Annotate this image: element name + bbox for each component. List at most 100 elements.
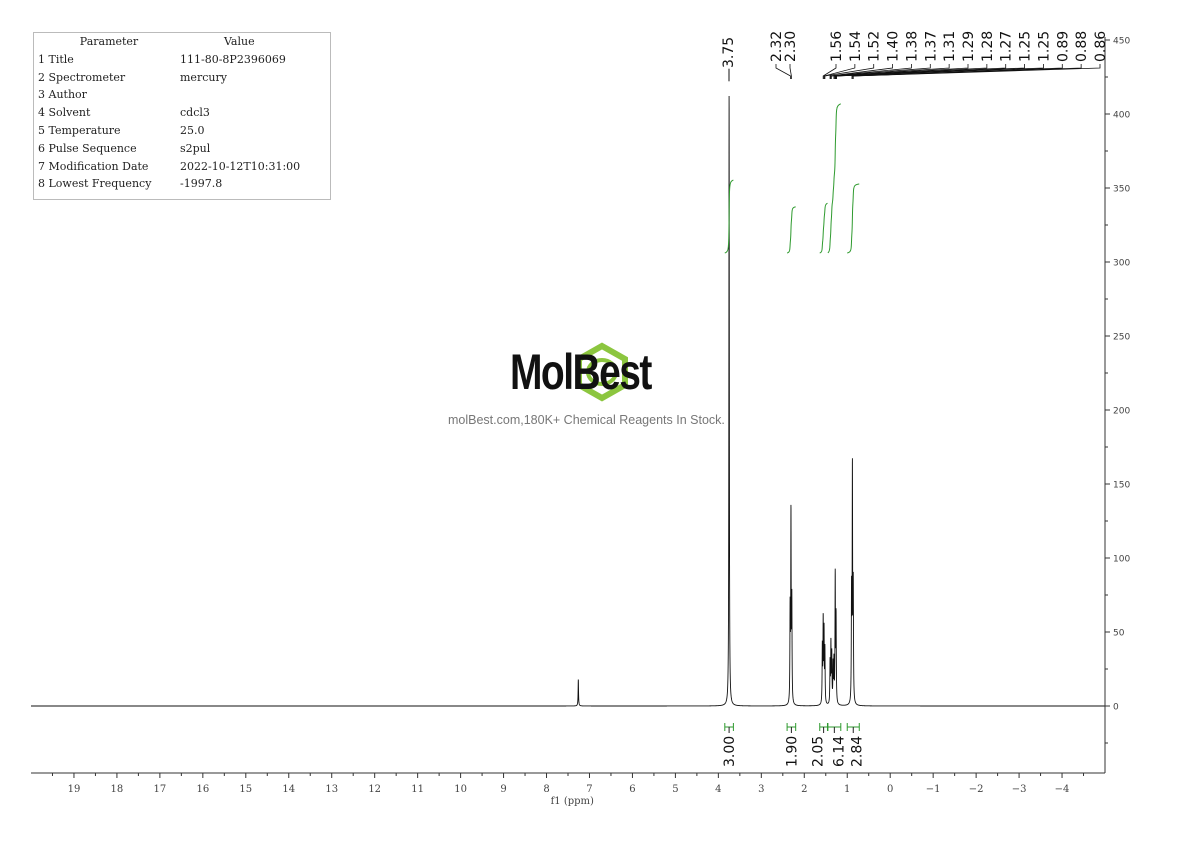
parameter-row: 7 Modification Date 2022-10-12T10:31:00 bbox=[34, 158, 330, 176]
x-tick-label: 8 bbox=[543, 784, 549, 795]
peak-label: 1.28 bbox=[980, 31, 996, 62]
peak-label: 1.27 bbox=[999, 31, 1015, 62]
parameter-name: 8 Lowest Frequency bbox=[38, 177, 152, 191]
peak-label: 1.52 bbox=[867, 31, 883, 62]
peak-label: 1.38 bbox=[904, 31, 920, 62]
parameter-value: mercury bbox=[180, 70, 227, 84]
parameter-value: s2pul bbox=[180, 141, 211, 155]
parameter-row: 6 Pulse Sequence s2pul bbox=[34, 140, 330, 158]
watermark-tagline: molBest.com,180K+ Chemical Reagents In S… bbox=[448, 413, 725, 427]
parameter-name: 1 Title bbox=[38, 52, 74, 66]
header-value: Value bbox=[224, 35, 255, 48]
peak-label: 1.37 bbox=[923, 31, 939, 62]
peak-label-leader bbox=[834, 64, 969, 79]
parameter-value: 25.0 bbox=[180, 123, 205, 137]
integral-value-label: 1.90 bbox=[784, 736, 800, 767]
parameter-name: 2 Spectrometer bbox=[38, 70, 126, 84]
x-tick-label: 2 bbox=[801, 784, 807, 795]
y-tick-label: 150 bbox=[1113, 481, 1130, 491]
parameter-name: 3 Author bbox=[38, 88, 87, 102]
parameter-row: 8 Lowest Frequency -1997.8 bbox=[34, 175, 330, 193]
parameter-value: -1997.8 bbox=[180, 177, 223, 191]
x-axis-label: f1 (ppm) bbox=[551, 796, 594, 807]
x-tick-label: 14 bbox=[282, 784, 295, 795]
peak-label: 1.31 bbox=[942, 31, 958, 62]
peak-label-leader bbox=[829, 64, 893, 79]
x-tick-label: 3 bbox=[758, 784, 764, 795]
peak-label: 0.89 bbox=[1055, 31, 1071, 62]
x-tick-label: 11 bbox=[411, 784, 424, 795]
y-tick-label: 0 bbox=[1113, 703, 1119, 713]
parameter-row: 4 Solvent cdcl3 bbox=[34, 104, 330, 122]
x-tick-label: 1 bbox=[844, 784, 850, 795]
y-tick-label: 50 bbox=[1113, 629, 1125, 639]
parameter-table-header: Parameter Value bbox=[34, 33, 330, 51]
peak-label: 0.88 bbox=[1074, 31, 1090, 62]
integral-value-label: 2.84 bbox=[849, 736, 865, 767]
x-tick-label: 17 bbox=[154, 784, 167, 795]
x-tick-label: −1 bbox=[926, 784, 941, 795]
peak-label-leader bbox=[833, 64, 950, 79]
integral-curve bbox=[847, 183, 860, 254]
x-tick-label: 7 bbox=[586, 784, 592, 795]
x-tick-label: −3 bbox=[1012, 784, 1027, 795]
y-tick-label: 450 bbox=[1113, 37, 1130, 47]
x-tick-label: 18 bbox=[111, 784, 124, 795]
x-tick-label: −2 bbox=[969, 784, 984, 795]
spectrum-line bbox=[31, 96, 1105, 707]
parameter-row: 2 Spectrometer mercury bbox=[34, 69, 330, 87]
peak-label-leader bbox=[835, 64, 1007, 79]
parameter-name: 6 Pulse Sequence bbox=[38, 141, 137, 155]
parameter-row: 5 Temperature 25.0 bbox=[34, 122, 330, 140]
x-tick-label: 12 bbox=[368, 784, 381, 795]
y-tick-label: 300 bbox=[1113, 259, 1130, 269]
x-tick-label: 16 bbox=[196, 784, 209, 795]
x-tick-label: 6 bbox=[629, 784, 635, 795]
peak-label-leader bbox=[830, 64, 931, 79]
peak-label-leader bbox=[852, 64, 1101, 79]
x-tick-label: 9 bbox=[500, 784, 506, 795]
peak-label-leader bbox=[836, 64, 1044, 79]
peak-label-leader bbox=[775, 64, 791, 79]
integral-value-label: 2.05 bbox=[811, 736, 827, 767]
peak-label: 1.40 bbox=[886, 31, 902, 62]
x-tick-label: 10 bbox=[454, 784, 467, 795]
watermark-brand: MolBest bbox=[510, 344, 652, 400]
peak-label: 1.29 bbox=[961, 31, 977, 62]
molbest-logo-icon bbox=[576, 342, 628, 402]
peak-label: 2.30 bbox=[783, 31, 799, 62]
parameter-value: 2022-10-12T10:31:00 bbox=[180, 159, 301, 173]
parameter-table: Parameter Value 1 Title 111-80-8P2396069 … bbox=[33, 32, 331, 200]
x-tick-label: −4 bbox=[1055, 784, 1070, 795]
x-tick-label: 13 bbox=[325, 784, 338, 795]
peak-label-leader bbox=[824, 64, 875, 79]
y-tick-label: 250 bbox=[1113, 333, 1130, 343]
y-tick-label: 200 bbox=[1113, 407, 1130, 417]
peak-label: 1.56 bbox=[829, 31, 845, 62]
parameter-value: 111-80-8P2396069 bbox=[180, 52, 286, 66]
x-tick-label: 5 bbox=[672, 784, 678, 795]
integral-value-label: 6.14 bbox=[831, 736, 847, 767]
peak-label: 1.25 bbox=[1018, 31, 1034, 62]
x-tick-label: 19 bbox=[68, 784, 81, 795]
peak-label-leader bbox=[789, 64, 792, 79]
peak-label: 0.86 bbox=[1093, 31, 1109, 62]
parameter-name: 5 Temperature bbox=[38, 123, 121, 137]
y-tick-label: 400 bbox=[1113, 111, 1130, 121]
integral-curve bbox=[819, 202, 828, 254]
x-tick-label: 15 bbox=[239, 784, 252, 795]
peak-label-leader bbox=[834, 64, 988, 79]
peak-label: 1.25 bbox=[1036, 31, 1052, 62]
peak-label-leader bbox=[822, 64, 837, 79]
header-parameter: Parameter bbox=[79, 35, 139, 48]
peak-label: —3.75 bbox=[721, 37, 737, 82]
parameter-row: 3 Author bbox=[34, 86, 330, 104]
parameter-value: cdcl3 bbox=[180, 106, 210, 120]
x-tick-label: 0 bbox=[887, 784, 893, 795]
peak-label: 2.32 bbox=[769, 31, 785, 62]
x-tick-label: 4 bbox=[715, 784, 721, 795]
peak-label-leader bbox=[830, 64, 912, 79]
parameter-row: 1 Title 111-80-8P2396069 bbox=[34, 51, 330, 69]
y-tick-label: 350 bbox=[1113, 185, 1130, 195]
